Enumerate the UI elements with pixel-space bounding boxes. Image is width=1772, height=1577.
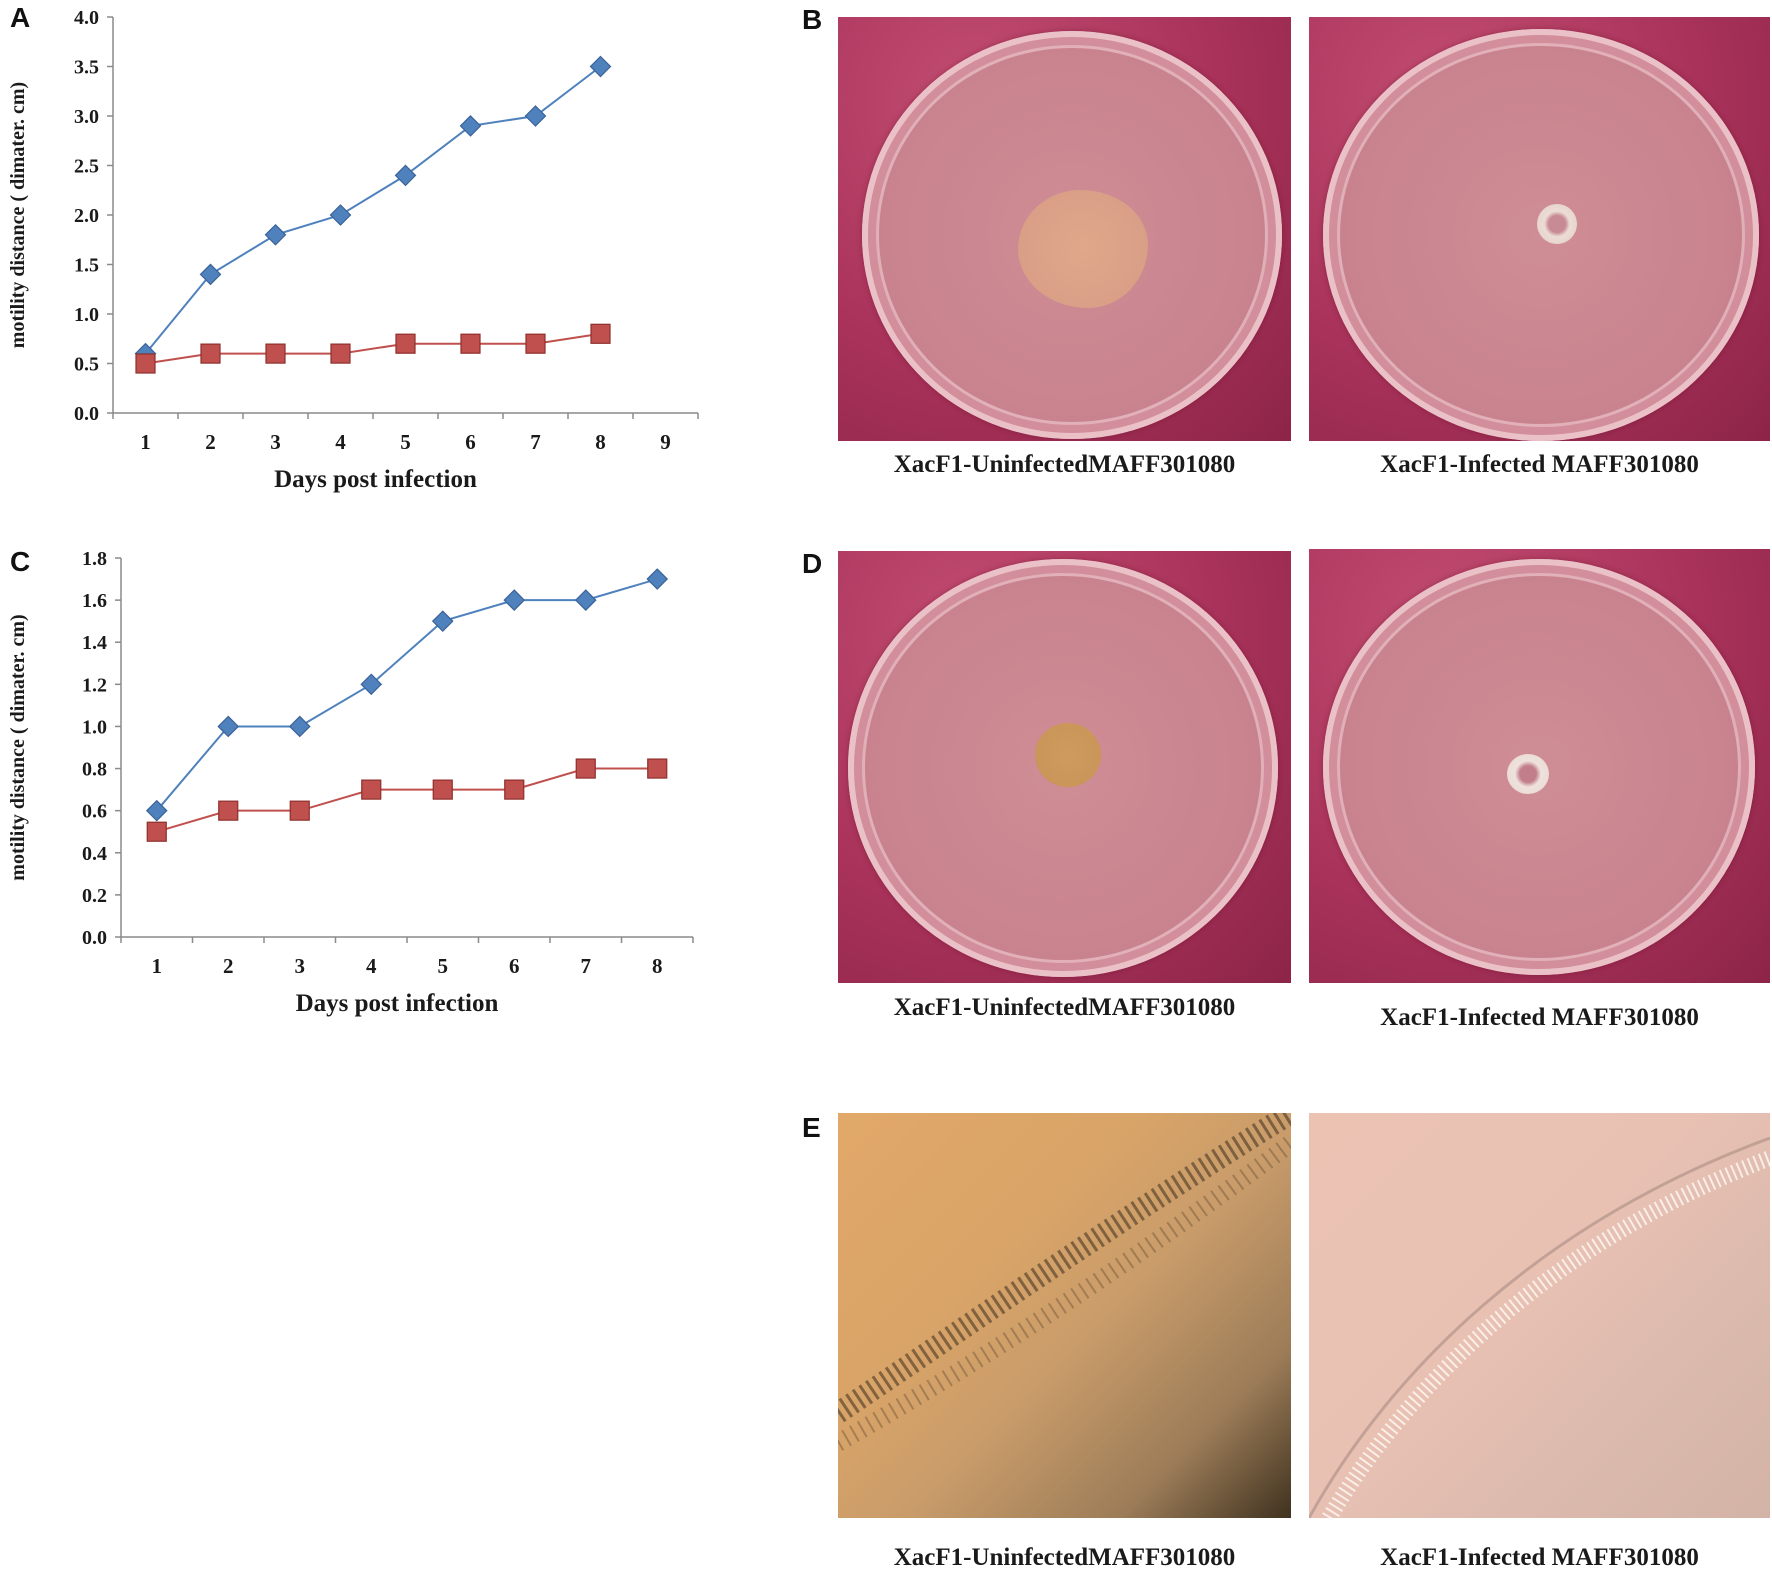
x-tick-label: 1	[152, 954, 163, 978]
series-2-point	[504, 779, 525, 800]
y-tick-label: 0.8	[82, 759, 107, 781]
photo-d-infected	[1309, 549, 1770, 983]
x-axis-label: Days post infection	[274, 466, 477, 493]
x-tick-label: 7	[530, 430, 541, 454]
caption-e-uninfected: XacF1-UninfectedMAFF301080	[893, 1544, 1236, 1571]
panel-label-c: C	[10, 546, 31, 577]
y-axis-label: motility distance ( dimater. cm)	[7, 614, 29, 880]
x-tick-label: 6	[509, 954, 520, 978]
y-tick-label: 0.4	[82, 843, 107, 865]
caption-b-infected: XacF1-Infected MAFF301080	[1380, 451, 1699, 478]
bacterial-colony	[1537, 204, 1577, 244]
y-tick-label: 4.0	[74, 7, 99, 29]
x-tick-label: 3	[295, 954, 306, 978]
chart-a: 0.0 0.5 1.0 1.5 2.0 2.5 3.0 3.5 4.0 1 2 3 4 5 6 7 8 9 Days…	[7, 7, 699, 493]
y-tick-label: 0.2	[82, 885, 107, 907]
panel-label-d: D	[802, 548, 823, 579]
y-tick-label: 2.0	[74, 205, 99, 227]
caption-b-uninfected: XacF1-UninfectedMAFF301080	[893, 451, 1236, 478]
series-1-point	[360, 673, 383, 696]
series-2-point	[146, 821, 167, 842]
x-tick-label: 9	[660, 430, 671, 454]
y-tick-label: 2.5	[74, 156, 99, 178]
y-tick-label: 1.4	[82, 632, 107, 654]
micrograph-e-infected	[1309, 1113, 1770, 1518]
x-tick-label: 4	[366, 954, 377, 978]
bacterial-colony	[1035, 723, 1101, 787]
y-tick-label: 1.8	[82, 548, 107, 570]
series-1-point	[646, 568, 669, 590]
y-tick-label: 3.0	[74, 106, 99, 128]
series-2-point	[200, 343, 221, 364]
y-tick-label: 0.0	[74, 403, 99, 425]
series-2-point	[218, 800, 239, 821]
x-tick-label: 3	[270, 430, 281, 454]
y-tick-label: 0.6	[82, 801, 107, 823]
series-2-point	[647, 758, 668, 779]
series-1-point	[264, 223, 287, 246]
x-tick-label: 7	[581, 954, 592, 978]
series-2-point	[575, 758, 596, 779]
y-axis-label: motility distance ( dimater. cm)	[7, 82, 29, 348]
x-tick-label: 8	[595, 430, 606, 454]
caption-d-uninfected: XacF1-UninfectedMAFF301080	[893, 994, 1236, 1021]
series-2-point	[361, 779, 382, 800]
series-1-line	[155, 578, 658, 812]
x-tick-label: 1	[140, 430, 151, 454]
y-tick-label: 3.5	[74, 57, 99, 79]
series-1-point	[217, 715, 240, 738]
x-tick-label: 6	[465, 430, 476, 454]
panel-label-e: E	[802, 1112, 821, 1143]
panel-label-a: A	[10, 2, 31, 33]
series-1-point	[431, 610, 454, 633]
series-1-point	[574, 589, 597, 611]
series-2-point	[525, 333, 546, 354]
series-1-point	[524, 105, 547, 127]
series-1-point	[288, 715, 311, 738]
series-2-point	[395, 333, 416, 354]
x-tick-label: 4	[335, 430, 346, 454]
series-2-point	[590, 323, 611, 344]
series-1-point	[199, 263, 222, 286]
x-axis-label: Days post infection	[296, 990, 499, 1017]
y-tick-label: 1.6	[82, 590, 107, 612]
series-2-line	[145, 332, 601, 365]
series-1-point	[394, 164, 417, 187]
series-1-line	[144, 65, 602, 355]
caption-e-infected: XacF1-Infected MAFF301080	[1380, 1544, 1699, 1571]
series-2-point	[289, 800, 310, 821]
x-tick-label: 2	[223, 954, 234, 978]
series-2-point	[265, 343, 286, 364]
x-tick-label: 2	[205, 430, 216, 454]
series-1-point	[329, 204, 352, 226]
y-tick-label: 0.0	[82, 927, 107, 949]
series-2-point	[460, 333, 481, 354]
series-2-point	[135, 353, 156, 374]
caption-d-infected: XacF1-Infected MAFF301080	[1380, 1004, 1699, 1031]
y-tick-label: 1.5	[74, 255, 99, 277]
series-1-point	[503, 589, 526, 611]
photo-d-uninfected	[838, 551, 1291, 983]
series-1-point	[459, 115, 482, 137]
x-tick-label: 5	[438, 954, 449, 978]
series-1-point	[145, 799, 168, 822]
series-2-point	[330, 343, 351, 364]
series-2-point	[432, 779, 453, 800]
bacterial-colony	[1507, 754, 1549, 794]
photo-b-infected	[1309, 17, 1770, 441]
y-tick-label: 0.5	[74, 354, 99, 376]
photo-b-uninfected	[838, 17, 1291, 441]
y-tick-label: 1.0	[74, 304, 99, 326]
series-1-point	[589, 55, 612, 78]
y-tick-label: 1.0	[82, 716, 107, 738]
series-2-line	[156, 767, 658, 833]
micrograph-e-uninfected	[838, 1113, 1291, 1518]
panel-label-b: B	[802, 4, 823, 35]
bacterial-colony	[1018, 190, 1148, 308]
y-tick-label: 1.2	[82, 674, 107, 696]
x-tick-label: 8	[652, 954, 663, 978]
x-tick-label: 5	[400, 430, 411, 454]
chart-c: 0.0 0.2 0.4 0.6 0.8 1.0 1.2 1.4 1.6 1.8 1 2 3 4 5 6 7 8 Da…	[7, 548, 694, 1017]
